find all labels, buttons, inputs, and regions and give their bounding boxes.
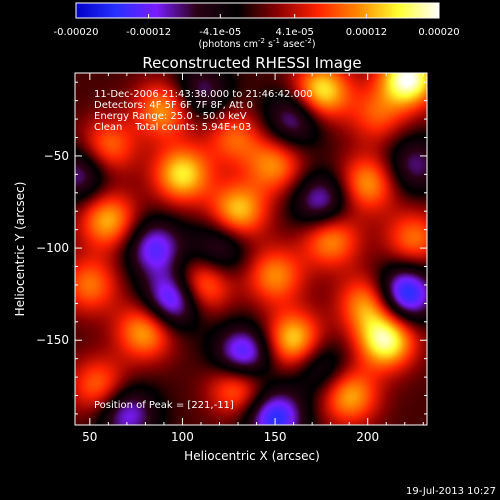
colorbar-tick-label: 0.00020 [418,27,459,38]
y-tick-label: −100 [36,241,69,255]
plot-frame [74,72,428,426]
colorbar-unit-exp3: -2 [305,37,312,45]
colorbar-tick-label: -0.00020 [54,27,99,38]
colorbar-unit-exp2: -1 [273,37,280,45]
peak-position-label: Position of Peak = [221,-11] [94,400,234,411]
x-tick-label: 200 [356,430,379,444]
info-line-energy: Energy Range: 25.0 - 50.0 keV [94,111,247,122]
colorbar-unit-close: ) [312,39,316,50]
info-line-counts: Clean Total counts: 5.94E+03 [94,122,251,133]
colorbar-unit-open: (photons cm [198,39,258,50]
colorbar-ticks: -0.00020 -0.00012 -4.1e-05 4.1e-05 0.00012 0.… [54,14,460,38]
x-tick-label: 100 [171,430,194,444]
peak-marker [402,80,411,89]
x-axis: 50 100 150 200 [82,73,424,444]
y-tick-label: −50 [44,149,69,163]
x-axis-label: Heliocentric X (arcsec) [184,449,320,463]
colorbar-unit-exp1: -2 [258,37,265,45]
info-line-time: 11-Dec-2006 21:43:38.000 to 21:46:42.000 [94,89,313,100]
colorbar-tick-label: 4.1e-05 [276,27,314,38]
colorbar-unit-label: (photons cm-2 s-1 asec-2) [198,37,315,50]
colorbar-unit-mid1: s [265,39,273,50]
heatmap-image [75,73,427,425]
colorbar-tick-label: -4.1e-05 [199,27,241,38]
colorbar-unit-mid2: asec [280,39,305,50]
y-axis-label: Heliocentric Y (arcsec) [13,182,27,317]
colorbar-tick-label: 0.00012 [346,27,387,38]
footer-date: 19-Jul-2013 10:27 [406,486,496,497]
x-tick-label: 50 [82,430,97,444]
y-tick-label: −150 [36,333,69,347]
colorbar [75,2,440,19]
info-line-detectors: Detectors: 4F 5F 6F 7F 8F, Att 0 [94,100,253,111]
y-axis: −50 −100 −150 [36,81,427,415]
colorbar-tick-label: -0.00012 [126,27,171,38]
x-tick-label: 150 [264,430,287,444]
chart-title: Reconstructed RHESSI Image [142,54,361,72]
